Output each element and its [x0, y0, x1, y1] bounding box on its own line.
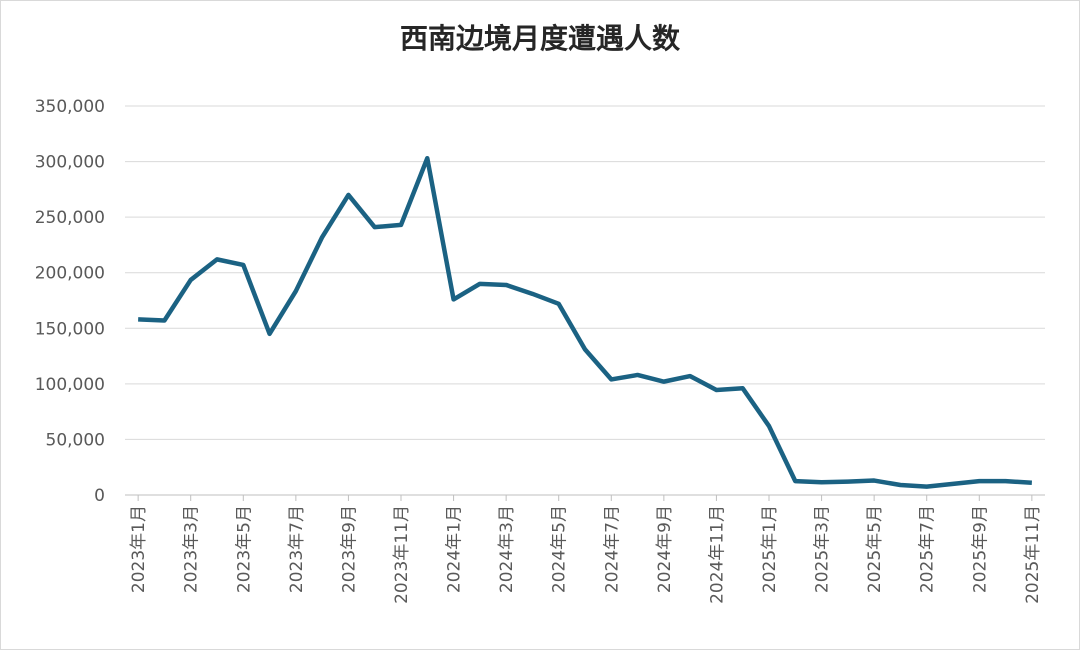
x-tick-label: 2023年1月	[129, 505, 149, 593]
y-tick-label: 150,000	[35, 319, 105, 339]
y-tick-label: 350,000	[35, 97, 105, 117]
chart-title: 西南边境月度遭遇人数	[400, 22, 681, 55]
x-tick-label: 2024年7月	[602, 505, 622, 593]
x-tick-label: 2023年3月	[182, 505, 202, 593]
x-tick-label: 2025年5月	[865, 505, 885, 593]
y-tick-label: 300,000	[35, 153, 105, 173]
y-tick-label: 100,000	[35, 375, 105, 395]
data-line	[138, 155, 1033, 489]
x-tick-label: 2023年7月	[287, 505, 307, 593]
x-tick-label: 2024年11月	[707, 505, 727, 604]
x-tick-label: 2023年9月	[339, 505, 359, 593]
x-tick-label: 2023年5月	[234, 505, 254, 593]
x-tick-label: 2025年11月	[1023, 505, 1043, 604]
x-tick-label: 2023年11月	[392, 505, 412, 604]
x-tick-label: 2025年7月	[918, 505, 938, 593]
x-tick-label: 2024年9月	[655, 505, 675, 593]
y-tick-label: 200,000	[35, 264, 105, 284]
x-tick-label: 2024年1月	[445, 505, 465, 593]
y-tick-label: 0	[94, 486, 105, 506]
x-tick-label: 2025年1月	[760, 505, 780, 593]
x-tick-label: 2024年5月	[550, 505, 570, 593]
x-tick-label: 2025年3月	[813, 505, 833, 593]
y-tick-label: 250,000	[35, 208, 105, 228]
y-tick-label: 50,000	[46, 430, 105, 450]
x-tick-label: 2024年3月	[497, 505, 517, 593]
x-tick-label: 2025年9月	[970, 505, 990, 593]
